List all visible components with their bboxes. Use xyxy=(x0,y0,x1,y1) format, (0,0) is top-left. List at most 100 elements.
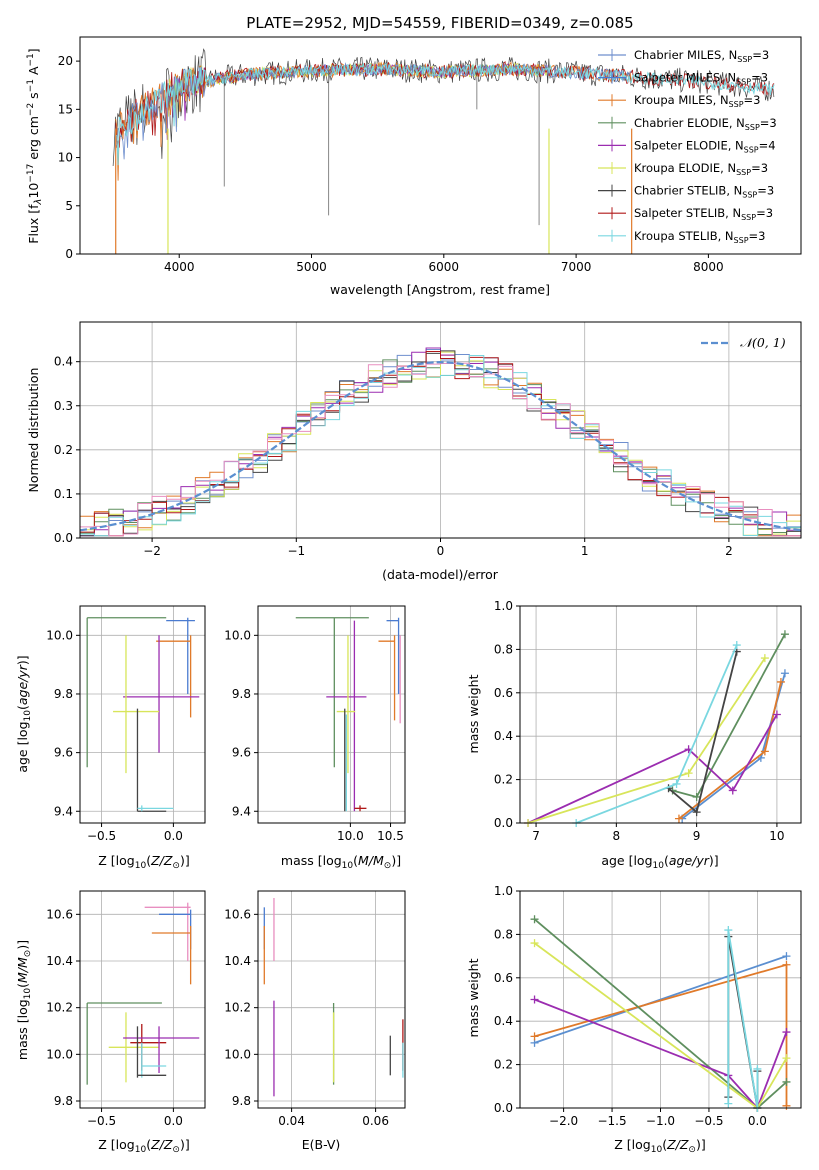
legend-label: Kroupa MILES, NSSP=3 xyxy=(634,93,760,109)
legend-label: Salpeter ELODIE, NSSP=4 xyxy=(634,138,776,154)
age-z-xlabel: Z [log10(Z/Z⊙)] xyxy=(98,853,189,871)
series-marker xyxy=(692,792,701,801)
y-tick-label: 5 xyxy=(65,199,73,213)
series-line xyxy=(534,955,787,1044)
series-marker xyxy=(724,926,733,935)
x-tick-label: 10 xyxy=(769,829,784,843)
x-tick-label: 8 xyxy=(613,829,621,843)
y-tick-label: 0.3 xyxy=(54,399,73,413)
axes: −2 −1 0 1 2 0.0 0.1 0.2 0.3 0.4 xyxy=(54,355,733,558)
x-tick-label: −0.5 xyxy=(694,1114,723,1128)
x-tick-label: 6000 xyxy=(429,260,460,274)
series-marker xyxy=(672,779,681,788)
panel-frame xyxy=(257,605,406,824)
data-point xyxy=(166,617,195,694)
y-tick-label: 10.0 xyxy=(46,628,73,642)
spectrum-frame xyxy=(79,36,802,255)
y-tick-label: 0.4 xyxy=(54,355,73,369)
spectrum-line xyxy=(115,62,632,160)
x-tick-label: 0 xyxy=(437,544,445,558)
data-point xyxy=(354,805,367,812)
histogram-legend: 𝒩(0, 1) xyxy=(701,335,786,350)
y-tick-label: 0.0 xyxy=(494,816,513,830)
series-line xyxy=(727,929,759,1109)
mass-vs-metallicity-panel: −0.5 0.0 9.8 10.0 10.2 10.4 10.6 xyxy=(46,890,206,1128)
age-z-ylabel: age [log10(age/yr)] xyxy=(15,655,33,772)
spectrum-axes: 4000 5000 6000 7000 8000 0 5 10 15 20 xyxy=(58,54,724,274)
y-tick-label: 0.0 xyxy=(54,531,73,545)
data-point xyxy=(123,635,200,753)
y-tick-label: 9.8 xyxy=(54,687,73,701)
y-tick-label: 0.6 xyxy=(494,686,513,700)
y-tick-label: 0.1 xyxy=(54,487,73,501)
y-tick-label: 10.2 xyxy=(224,1001,251,1015)
panel-frame xyxy=(519,605,802,824)
series-marker xyxy=(692,808,701,817)
histogram-frame xyxy=(79,321,802,539)
series-marker xyxy=(732,641,741,650)
data-point xyxy=(136,708,167,812)
x-tick-label: 0.0 xyxy=(748,1114,767,1128)
y-tick-label: 0.4 xyxy=(494,1014,513,1028)
y-tick-label: 9.4 xyxy=(232,804,251,818)
series-marker xyxy=(684,769,693,778)
data-point xyxy=(141,1042,167,1078)
spectrum-ylabel: Flux [fλ10−17 erg cm−2 s−1 A−1] xyxy=(26,48,44,243)
mw-z-ylabel: mass weight xyxy=(466,958,481,1037)
x-tick-label: 7000 xyxy=(561,260,592,274)
mass-vs-ebv-panel: 0.04 0.06 9.8 10.0 10.2 10.4 10.6 xyxy=(224,890,406,1128)
series-marker xyxy=(782,952,791,961)
data-point xyxy=(86,617,167,768)
legend-label: Salpeter MILES, NSSP=3 xyxy=(634,71,768,87)
data-point xyxy=(386,617,400,694)
y-tick-label: 9.6 xyxy=(54,746,73,760)
age-vs-metallicity-panel: −0.5 0.0 9.4 9.6 9.8 10.0 xyxy=(46,605,206,843)
y-tick-label: 9.8 xyxy=(232,1094,251,1108)
series-marker xyxy=(776,677,785,686)
normal-curve xyxy=(80,360,801,532)
axes: −0.5 0.0 9.8 10.0 10.2 10.4 10.6 xyxy=(46,907,183,1128)
series-marker xyxy=(782,1077,791,1086)
series-marker xyxy=(753,1064,762,1073)
legend-label: Chabrier MILES, NSSP=3 xyxy=(634,48,769,64)
series-marker xyxy=(772,710,781,719)
x-tick-label: 0.0 xyxy=(164,1114,183,1128)
x-tick-label: −1.5 xyxy=(597,1114,626,1128)
spectrum-panel: 4000 5000 6000 7000 8000 0 5 10 15 20 wavelength … xyxy=(26,36,802,297)
data-point xyxy=(295,617,369,768)
data-point xyxy=(137,805,174,812)
series-marker xyxy=(782,960,791,969)
series-marker xyxy=(782,1054,791,1063)
x-tick-label: 9 xyxy=(693,829,701,843)
mw-age-ylabel: mass weight xyxy=(466,674,481,753)
age-mass-xlabel: mass [log10(M/M⊙)] xyxy=(281,853,401,871)
data-point xyxy=(123,1026,200,1073)
series-marker xyxy=(530,915,539,924)
y-tick-label: 0.2 xyxy=(54,443,73,457)
series-marker xyxy=(782,1101,791,1110)
data-point xyxy=(108,1012,160,1083)
y-tick-label: 9.8 xyxy=(232,687,251,701)
y-tick-label: 10.0 xyxy=(46,1047,73,1061)
x-tick-label: −0.5 xyxy=(87,1114,116,1128)
legend-label: Salpeter STELIB, NSSP=3 xyxy=(634,206,773,222)
y-tick-label: 10.6 xyxy=(46,907,73,921)
mass-z-ylabel: mass [log10(M/M⊙)] xyxy=(15,940,33,1060)
y-tick-label: 9.6 xyxy=(232,746,251,760)
x-tick-label: 10.5 xyxy=(377,829,404,843)
panel-frame xyxy=(519,890,802,1109)
y-tick-label: 10.4 xyxy=(46,954,73,968)
x-tick-label: −0.5 xyxy=(87,829,116,843)
y-tick-label: 10.6 xyxy=(224,907,251,921)
axes: −0.5 0.0 9.4 9.6 9.8 10.0 xyxy=(46,628,183,843)
histogram-xlabel: (data-model)/error xyxy=(382,567,499,582)
y-tick-label: 1.0 xyxy=(494,884,513,898)
x-tick-label: 5000 xyxy=(296,260,327,274)
axes: 0.04 0.06 9.8 10.0 10.2 10.4 10.6 xyxy=(224,907,389,1128)
y-tick-label: 0 xyxy=(65,247,73,261)
x-tick-label: 0.0 xyxy=(164,829,183,843)
panel-frame xyxy=(257,890,406,1109)
legend-label: Kroupa ELODIE, NSSP=3 xyxy=(634,161,768,177)
data-point xyxy=(156,635,192,718)
massweight-vs-age-panel: 7 8 9 10 0.0 0.2 0.4 0.6 0.8 1.0 xyxy=(494,599,802,843)
